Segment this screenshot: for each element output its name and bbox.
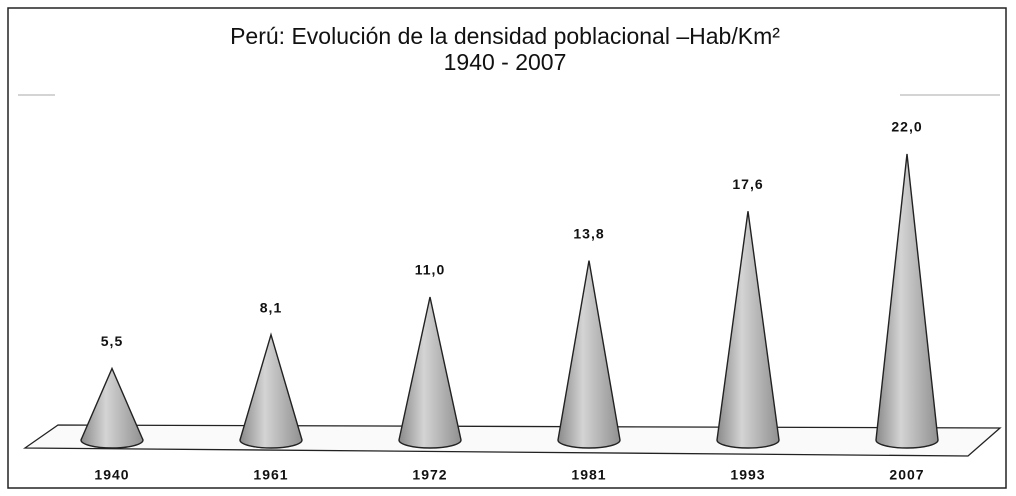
cone [80,366,144,449]
cone-part [875,153,939,449]
data-label: 5,5 [101,333,123,349]
data-label: 8,1 [260,299,282,315]
cone [716,211,780,449]
data-label: 22,0 [891,119,922,135]
chart-title: Perú: Evolución de la densidad poblacion… [230,23,780,49]
x-tick-label: 2007 [889,467,924,483]
data-label: 11,0 [415,262,445,278]
cone-part [557,260,621,449]
x-tick-label: 1961 [253,467,288,483]
x-tick-label: 1981 [571,467,606,483]
x-tick-label: 1940 [94,467,129,483]
chart-subtitle: 1940 - 2007 [444,49,567,75]
cone [557,260,621,449]
data-label: 13,8 [573,225,604,241]
cone-part [80,366,144,449]
cone [398,296,462,449]
cone-part [398,296,462,449]
x-tick-label: 1993 [730,467,765,483]
floor [22,424,1002,457]
cone [875,153,939,449]
cone-part [239,332,303,449]
x-tick-label: 1972 [412,467,447,483]
data-label: 17,6 [732,176,763,192]
chart-border [7,7,1007,489]
cone [239,332,303,449]
cone-part [716,211,780,449]
